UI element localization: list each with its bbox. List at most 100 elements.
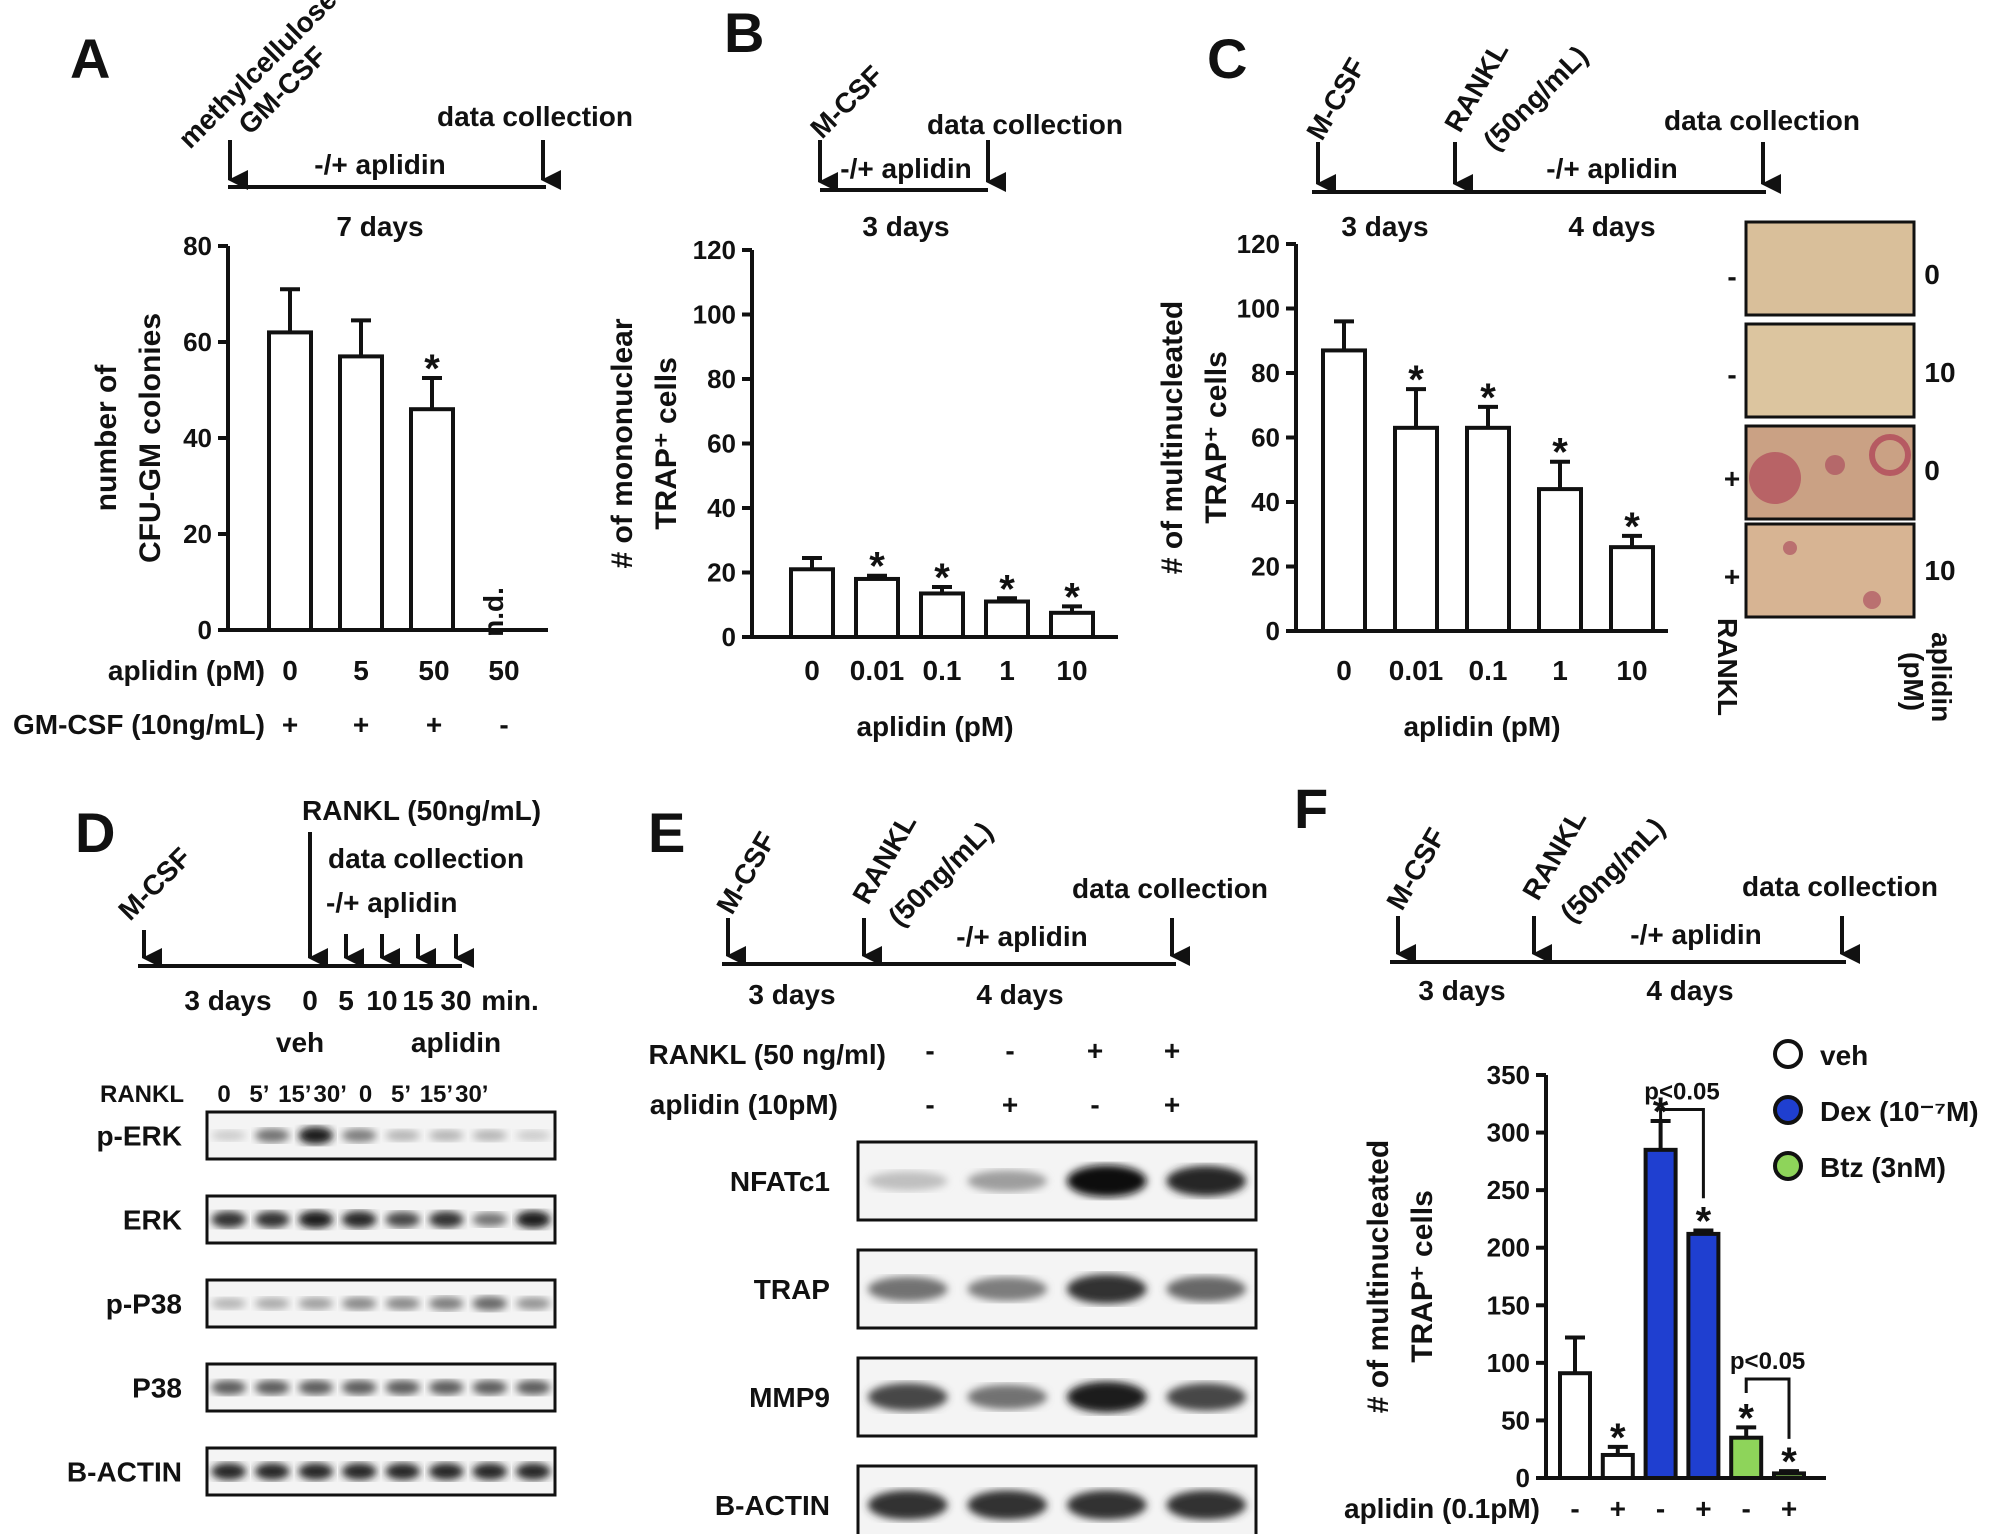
- timeline-d-duration: 3 days: [184, 985, 271, 1016]
- significance-star: *: [1552, 431, 1568, 475]
- x-tick-label: 0.01: [1389, 655, 1444, 686]
- e-row2-label: aplidin (10pM): [650, 1089, 838, 1120]
- blot-band: [867, 1490, 948, 1520]
- e-row2-val: -: [925, 1089, 934, 1120]
- y-tick-label: 120: [693, 235, 736, 265]
- a-row1-val: 50: [418, 655, 449, 686]
- blot-band: [211, 1297, 247, 1310]
- y-tick-label: 200: [1487, 1233, 1530, 1263]
- bar: [409, 407, 455, 633]
- micro-rankl-1: -: [1727, 261, 1736, 292]
- timeline-a-duration: 7 days: [336, 211, 423, 242]
- lane-time: 30’: [314, 1081, 347, 1108]
- micro-aplidin-2: 10: [1924, 357, 1955, 388]
- a-row2-val: +: [426, 709, 442, 740]
- osteoclast-cell: [1863, 591, 1881, 609]
- significance-star: *: [1064, 575, 1080, 619]
- group-label-veh: veh: [276, 1027, 324, 1058]
- y-tick-label: 20: [183, 519, 212, 549]
- y-tick-label: 0: [1266, 616, 1280, 646]
- a-row2-val: +: [353, 709, 369, 740]
- bar: [1465, 425, 1511, 634]
- y-tick-label: 60: [1251, 423, 1280, 453]
- micrograph-2: [1744, 322, 1916, 419]
- blot-band: [515, 1297, 551, 1310]
- blot-label: ERK: [123, 1205, 182, 1236]
- blot-band: [385, 1462, 421, 1481]
- blot-band: [1066, 1165, 1147, 1197]
- significance-label: p<0.05: [1730, 1348, 1805, 1375]
- timeline-e-start: M-CSF: [710, 827, 781, 919]
- significance-star: *: [1624, 505, 1640, 549]
- osteoclast-cell: [1749, 452, 1801, 504]
- lane-time: 0: [359, 1081, 372, 1108]
- bar: [1049, 610, 1095, 639]
- blot-band: [211, 1462, 247, 1481]
- timeline-c-treat: -/+ aplidin: [1546, 153, 1677, 184]
- micro-rankl-label: RANKL: [1712, 618, 1743, 716]
- blot-band: [1066, 1490, 1147, 1520]
- timeline-c-end: data collection: [1664, 105, 1860, 136]
- timeline-d-collect: data collection: [328, 843, 524, 874]
- panel-letter-d: D: [75, 801, 115, 864]
- timeline-a-treat: -/+ aplidin: [314, 149, 445, 180]
- timeline-b-duration: 3 days: [862, 211, 949, 242]
- blot-band: [385, 1296, 421, 1311]
- blot-band: [254, 1380, 290, 1395]
- timeline-d-time: 5: [338, 985, 354, 1016]
- e-row2-val: -: [1090, 1089, 1099, 1120]
- e-row1-val: +: [1164, 1035, 1180, 1066]
- x-tick-label: 1: [999, 655, 1015, 686]
- blot-band: [428, 1129, 464, 1142]
- x-tick-label: 1: [1552, 655, 1568, 686]
- blot-band: [341, 1296, 377, 1311]
- timeline-c-duration2: 4 days: [1568, 211, 1655, 242]
- bar: [1537, 487, 1583, 633]
- chart-a: 0 20 40 60 80 number of CFU-GM colonies *: [90, 231, 548, 645]
- panel-a: A methylcellulose GM-CSF data collection…: [13, 0, 633, 740]
- blot-band: [254, 1128, 290, 1143]
- significance-star: *: [1408, 358, 1424, 402]
- legend-swatch: [1773, 1151, 1803, 1181]
- timeline-f-end: data collection: [1742, 871, 1938, 902]
- osteoclast-cell: [1825, 455, 1845, 475]
- timeline-f-treat: -/+ aplidin: [1630, 919, 1761, 950]
- bar: [919, 591, 965, 640]
- blot-label: p-ERK: [96, 1121, 182, 1152]
- f-row-val: -: [1742, 1493, 1751, 1524]
- bar: [789, 567, 835, 640]
- blot-band: [298, 1380, 334, 1395]
- blot-band: [298, 1297, 334, 1310]
- bar: [1558, 1371, 1592, 1480]
- blot-band: [341, 1380, 377, 1395]
- blot-label: MMP9: [749, 1382, 830, 1413]
- f-row-val: +: [1781, 1493, 1797, 1524]
- timeline-d-start: M-CSF: [112, 842, 197, 927]
- blot-band: [472, 1212, 508, 1227]
- y-tick-label: 100: [1237, 294, 1280, 324]
- y-axis-title-line1: number of: [90, 364, 123, 512]
- significance-star: *: [1781, 1440, 1797, 1484]
- timeline-e-duration1: 3 days: [748, 979, 835, 1010]
- panel-letter-b: B: [724, 1, 764, 64]
- y-tick-label: 60: [183, 327, 212, 357]
- osteoclast-cell: [1869, 434, 1911, 476]
- blot-band: [515, 1210, 551, 1229]
- significance-star: *: [869, 545, 885, 589]
- y-tick-label: 100: [1487, 1348, 1530, 1378]
- panel-f: F M-CSF RANKL (50ng/mL) data collection …: [1294, 777, 1979, 1524]
- y-tick-label: 80: [183, 231, 212, 261]
- y-axis-title-line1: # of multinucleated: [1156, 301, 1189, 574]
- bar: [1643, 1147, 1678, 1481]
- significance-star: *: [424, 347, 440, 391]
- y-axis-title-line2: CFU-GM colonies: [134, 313, 167, 563]
- y-tick-label: 80: [707, 364, 736, 394]
- lane-time: 15’: [278, 1081, 311, 1108]
- timeline-f-duration1: 3 days: [1418, 975, 1505, 1006]
- blot-label: B-ACTIN: [715, 1490, 830, 1521]
- blot-band: [515, 1380, 551, 1395]
- blot-label: NFATc1: [730, 1166, 830, 1197]
- blot-band: [341, 1210, 377, 1229]
- e-row1-val: -: [1005, 1035, 1014, 1066]
- osteoclast-cell: [1783, 541, 1797, 555]
